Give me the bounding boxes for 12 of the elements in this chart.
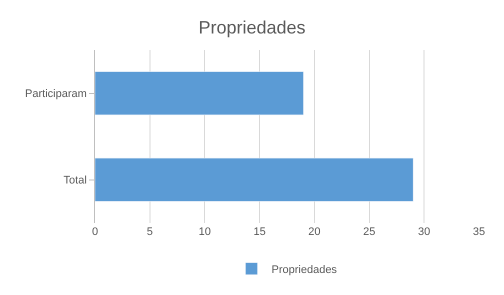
y-tick-label: Participaram xyxy=(25,88,87,100)
y-tick-label: Total xyxy=(64,174,87,187)
chart-title: Propriedades xyxy=(198,17,306,38)
x-tick-label: 25 xyxy=(363,226,376,238)
x-tick-label: 30 xyxy=(418,226,430,238)
x-tick-label: 20 xyxy=(308,226,321,238)
x-tick-label: 10 xyxy=(198,226,211,238)
x-tick-label: 0 xyxy=(92,226,98,238)
x-tick-label: 5 xyxy=(146,226,153,238)
x-tick-label: 35 xyxy=(472,226,486,238)
x-tick-label: 15 xyxy=(253,226,266,238)
legend-label: Propriedades xyxy=(272,264,338,276)
